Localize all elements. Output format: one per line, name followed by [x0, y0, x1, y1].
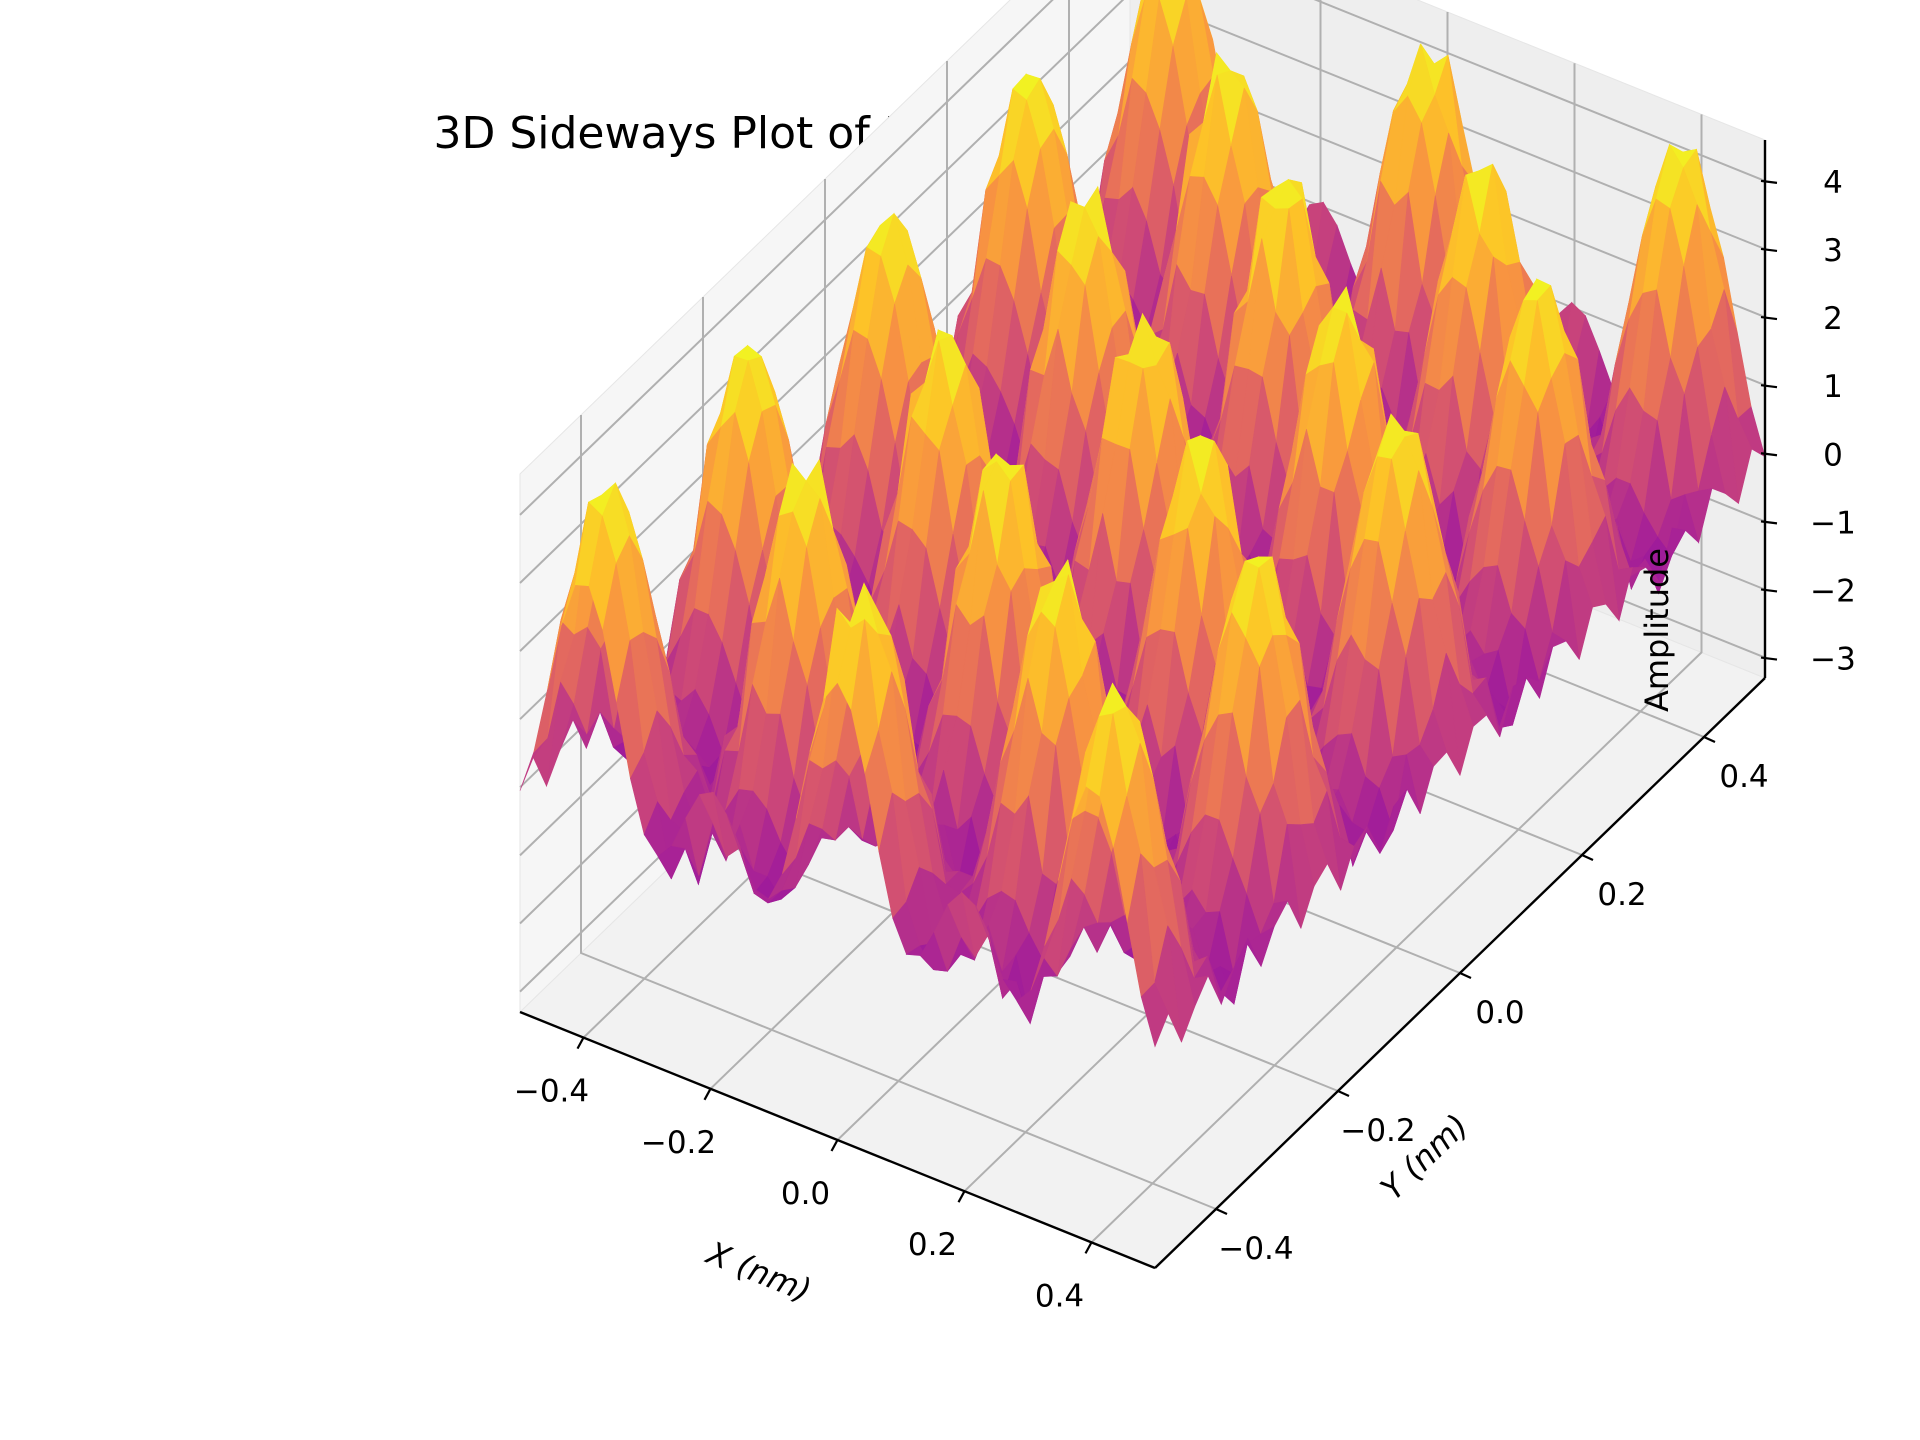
y-tick-mark — [1703, 735, 1716, 744]
z-tick-mark — [1760, 588, 1778, 593]
z-tick-label: −1 — [1810, 505, 1856, 541]
x-axis-label: X (nm) — [700, 1233, 817, 1310]
y-tick-mark — [1581, 853, 1594, 862]
x-tick-mark — [830, 1139, 839, 1152]
z-tick-label: 0 — [1823, 437, 1843, 473]
z-grid-line — [519, 0, 1766, 516]
z-tick-label: −2 — [1810, 573, 1856, 609]
z-tick-mark — [1760, 315, 1778, 321]
y-tick-label: −0.4 — [1218, 1231, 1293, 1267]
z-tick-label: −3 — [1810, 642, 1856, 678]
z-tick-mark — [1760, 452, 1778, 457]
x-tick-label: 0.0 — [781, 1176, 830, 1212]
y-tick-mark — [1337, 1089, 1350, 1098]
y-tick-mark — [1459, 971, 1472, 980]
z-tick-mark — [1760, 247, 1778, 253]
surface-facet — [1140, 982, 1169, 1048]
z-tick-mark — [1760, 520, 1778, 525]
x-tick-label: −0.2 — [641, 1125, 716, 1161]
y-tick-label: 0.0 — [1475, 995, 1524, 1031]
z-grid-line — [519, 0, 1766, 584]
y-tick-mark — [1215, 1207, 1228, 1216]
tick-marks: −0.4 −0.2 0.0 0.2 0.4 −0.4 −0.2 0.0 0.2 0.4 −3 −2 −1… — [514, 165, 1856, 1315]
x-tick-label: −0.4 — [514, 1074, 589, 1110]
y-tick-label: −0.2 — [1340, 1113, 1415, 1149]
x-tick-label: 0.2 — [908, 1227, 957, 1263]
x-tick-mark — [1084, 1241, 1093, 1254]
x-tick-mark — [576, 1037, 585, 1050]
z-tick-label: 3 — [1823, 233, 1843, 269]
z-axis-label: Amplitude — [1638, 548, 1676, 712]
z-tick-label: 2 — [1823, 301, 1843, 337]
x-tick-label: 0.4 — [1035, 1278, 1084, 1314]
y-tick-label: 0.2 — [1597, 877, 1646, 913]
x-tick-mark — [957, 1190, 966, 1203]
z-tick-label: 1 — [1823, 369, 1843, 405]
z-tick-mark — [1760, 179, 1778, 184]
z-tick-mark — [1760, 656, 1778, 661]
y-tick-label: 0.4 — [1719, 759, 1768, 795]
z-tick-label: 4 — [1823, 165, 1843, 201]
z-tick-mark — [1760, 384, 1778, 389]
surface-mesh — [519, 0, 1766, 1048]
x-tick-mark — [703, 1088, 712, 1101]
